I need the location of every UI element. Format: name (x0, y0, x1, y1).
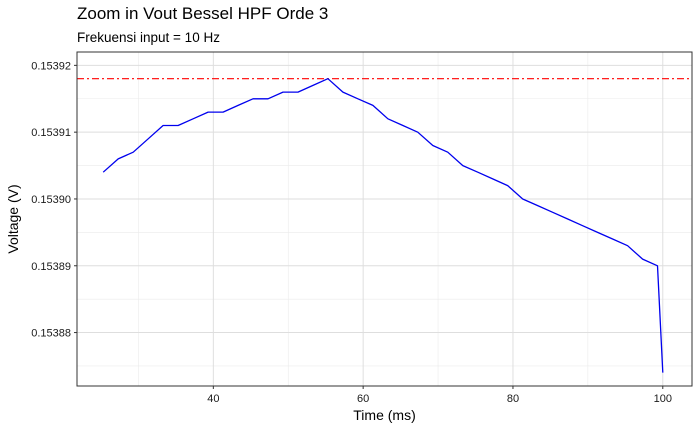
y-tick-label: 0.15392 (31, 60, 71, 72)
x-tick-label: 60 (357, 393, 369, 405)
y-axis-ticks: 0.15388 0.15389 0.15390 0.15391 0.15392 (31, 60, 77, 340)
x-axis-ticks: 40 60 80 100 (207, 386, 672, 405)
plot-border (76, 51, 693, 387)
y-tick-label: 0.15391 (31, 127, 71, 139)
x-tick-label: 40 (207, 393, 219, 405)
chart-title: Zoom in Vout Bessel HPF Orde 3 (77, 4, 329, 23)
minor-grid (77, 52, 692, 386)
y-axis-title: Voltage (V) (5, 184, 21, 253)
x-axis-title: Time (ms) (353, 407, 415, 423)
series-line (102, 78, 664, 373)
major-grid (77, 52, 692, 386)
x-tick-label: 100 (654, 393, 672, 405)
y-tick-label: 0.15390 (31, 194, 71, 206)
x-tick-label: 80 (507, 393, 519, 405)
series-layer (102, 78, 664, 373)
plot-panel (77, 52, 692, 386)
y-tick-label: 0.15388 (31, 328, 71, 340)
chart-subtitle: Frekuensi input = 10 Hz (77, 30, 220, 45)
y-tick-label: 0.15389 (31, 261, 71, 273)
